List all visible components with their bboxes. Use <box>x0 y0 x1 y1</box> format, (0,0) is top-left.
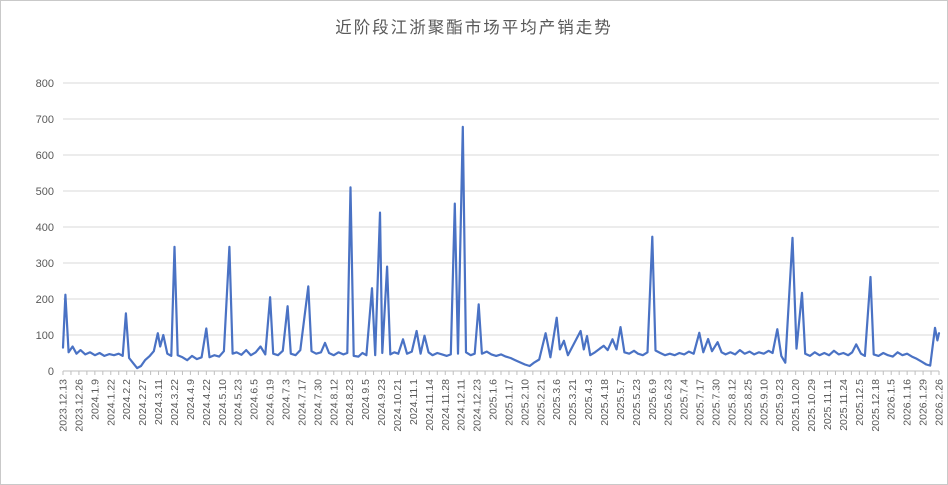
x-tick-label: 2026.1.5 <box>886 379 898 420</box>
x-tick-label: 2025.5.7 <box>615 379 627 420</box>
x-tick-label: 2025.5.23 <box>631 379 643 426</box>
x-tick-label: 2025.9.10 <box>758 379 770 426</box>
x-tick-label: 2026.1.16 <box>902 379 914 426</box>
x-tick-label: 2024.5.23 <box>233 379 245 426</box>
x-tick-label: 2024.7.17 <box>296 379 308 426</box>
x-tick-label: 2025.10.29 <box>806 379 818 432</box>
x-tick-label: 2024.2.27 <box>137 379 149 426</box>
y-tick-label: 400 <box>36 222 54 234</box>
x-tick-label: 2025.2.21 <box>535 379 547 426</box>
x-tick-label: 2024.3.22 <box>169 379 181 426</box>
x-tick-label: 2024.12.23 <box>472 379 484 432</box>
x-tick-label: 2024.11.14 <box>424 379 436 431</box>
x-tick-label: 2024.1.22 <box>105 379 117 426</box>
x-tick-label: 2024.12.11 <box>456 379 468 431</box>
x-tick-label: 2025.4.3 <box>583 379 595 420</box>
y-tick-label: 700 <box>36 114 54 126</box>
x-tick-label: 2026.2.26 <box>934 379 946 426</box>
x-tick-label: 2026.1.29 <box>918 379 930 426</box>
chart-title: 近阶段江浙聚酯市场平均产销走势 <box>335 19 613 37</box>
x-tick-label: 2024.5.10 <box>217 379 229 426</box>
x-tick-label: 2024.9.5 <box>360 379 372 420</box>
x-tick-label: 2025.12.18 <box>870 379 882 432</box>
y-axis-labels: 0 100 200 300 400 500 600 700 800 <box>36 78 54 378</box>
gridlines <box>63 82 939 336</box>
series-line <box>61 125 941 370</box>
x-tick-label: 2025.11.11 <box>822 379 834 430</box>
y-tick-label: 200 <box>36 294 54 306</box>
x-tick-label: 2024.9.23 <box>376 379 388 426</box>
x-tick-label: 2024.1.9 <box>89 379 101 420</box>
x-tick-label: 2024.7.3 <box>280 379 292 420</box>
x-axis-labels: 2023.12.13 2023.12.26 2024.1.9 2024.1.22 202… <box>58 379 946 432</box>
y-tick-label: 600 <box>36 150 54 162</box>
x-tick-label: 2024.4.9 <box>185 379 197 420</box>
x-tick-label: 2023.12.26 <box>73 379 85 432</box>
x-tick-label: 2024.11.1 <box>408 379 420 425</box>
x-tick-label: 2025.1.17 <box>503 379 515 426</box>
x-tick-label: 2025.8.25 <box>742 379 754 426</box>
x-tick-label: 2025.11.24 <box>838 379 850 431</box>
x-tick-label: 2024.8.12 <box>328 379 340 426</box>
x-tick-label: 2024.3.11 <box>153 379 165 425</box>
x-tick-label: 2024.6.19 <box>265 379 277 426</box>
x-tick-label: 2024.6.5 <box>249 379 261 420</box>
x-tick-label: 2024.11.28 <box>440 379 452 431</box>
x-tick-label: 2025.2.10 <box>519 379 531 426</box>
x-tick-label: 2025.10.20 <box>790 379 802 432</box>
x-tick-label: 2025.9.23 <box>774 379 786 426</box>
y-tick-label: 0 <box>48 366 54 378</box>
x-tick-label: 2024.4.22 <box>201 379 213 426</box>
x-tick-label: 2024.8.23 <box>344 379 356 426</box>
x-axis-ticks <box>62 371 940 375</box>
x-tick-label: 2024.2.2 <box>121 379 133 420</box>
y-tick-label: 100 <box>36 330 54 342</box>
y-tick-label: 500 <box>36 186 54 198</box>
x-tick-label: 2025.6.23 <box>663 379 675 426</box>
x-tick-label: 2025.8.12 <box>726 379 738 426</box>
x-tick-label: 2024.7.30 <box>312 379 324 426</box>
x-tick-label: 2025.3.6 <box>551 379 563 420</box>
x-tick-label: 2024.10.21 <box>392 379 404 432</box>
x-tick-label: 2025.6.9 <box>647 379 659 420</box>
x-tick-label: 2025.7.4 <box>679 379 691 420</box>
x-tick-label: 2025.1.6 <box>488 379 500 420</box>
x-tick-label: 2023.12.13 <box>58 379 70 432</box>
y-tick-label: 300 <box>36 258 54 270</box>
x-tick-label: 2025.3.21 <box>567 379 579 426</box>
x-tick-label: 2025.7.17 <box>695 379 707 426</box>
x-tick-label: 2025.12.5 <box>854 379 866 426</box>
x-tick-label: 2025.4.18 <box>599 379 611 426</box>
x-tick-label: 2025.7.30 <box>711 379 723 426</box>
y-tick-label: 800 <box>36 78 54 90</box>
